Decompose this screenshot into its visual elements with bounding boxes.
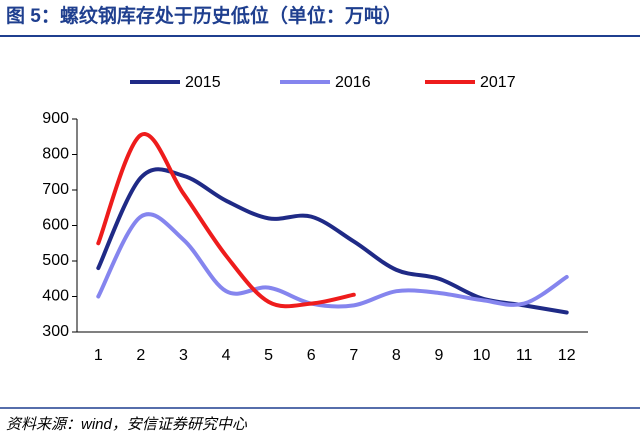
x-tick-label: 9 [435,347,444,364]
x-tick-label: 8 [392,347,401,364]
x-tick-label: 4 [222,347,231,364]
x-tick-label: 6 [307,347,316,364]
y-tick-label: 800 [42,146,69,163]
y-tick-label: 900 [42,110,69,127]
series-line [96,132,356,309]
x-tick-label: 1 [94,347,103,364]
x-tick-label: 12 [558,347,576,364]
legend-label: 2015 [185,74,221,91]
x-tick-label: 11 [516,347,533,364]
x-tick-label: 3 [179,347,188,364]
source-note: 资料来源：wind，安信证券研究中心 [6,416,248,433]
y-tick-label: 400 [42,288,69,305]
legend-label: 2017 [480,74,516,91]
y-tick-label: 700 [42,181,69,198]
chart-title: 图 5：螺纹钢库存处于历史低位（单位：万吨） [6,4,402,27]
series-line [96,212,569,309]
y-tick-label: 300 [42,323,69,340]
x-tick-label: 7 [349,347,358,364]
series-line [96,167,569,315]
x-tick-label: 2 [136,347,145,364]
x-tick-label: 5 [264,347,273,364]
y-tick-label: 500 [42,252,69,269]
x-tick-label: 10 [473,347,491,364]
y-tick-label: 600 [42,217,69,234]
legend-label: 2016 [335,74,371,91]
